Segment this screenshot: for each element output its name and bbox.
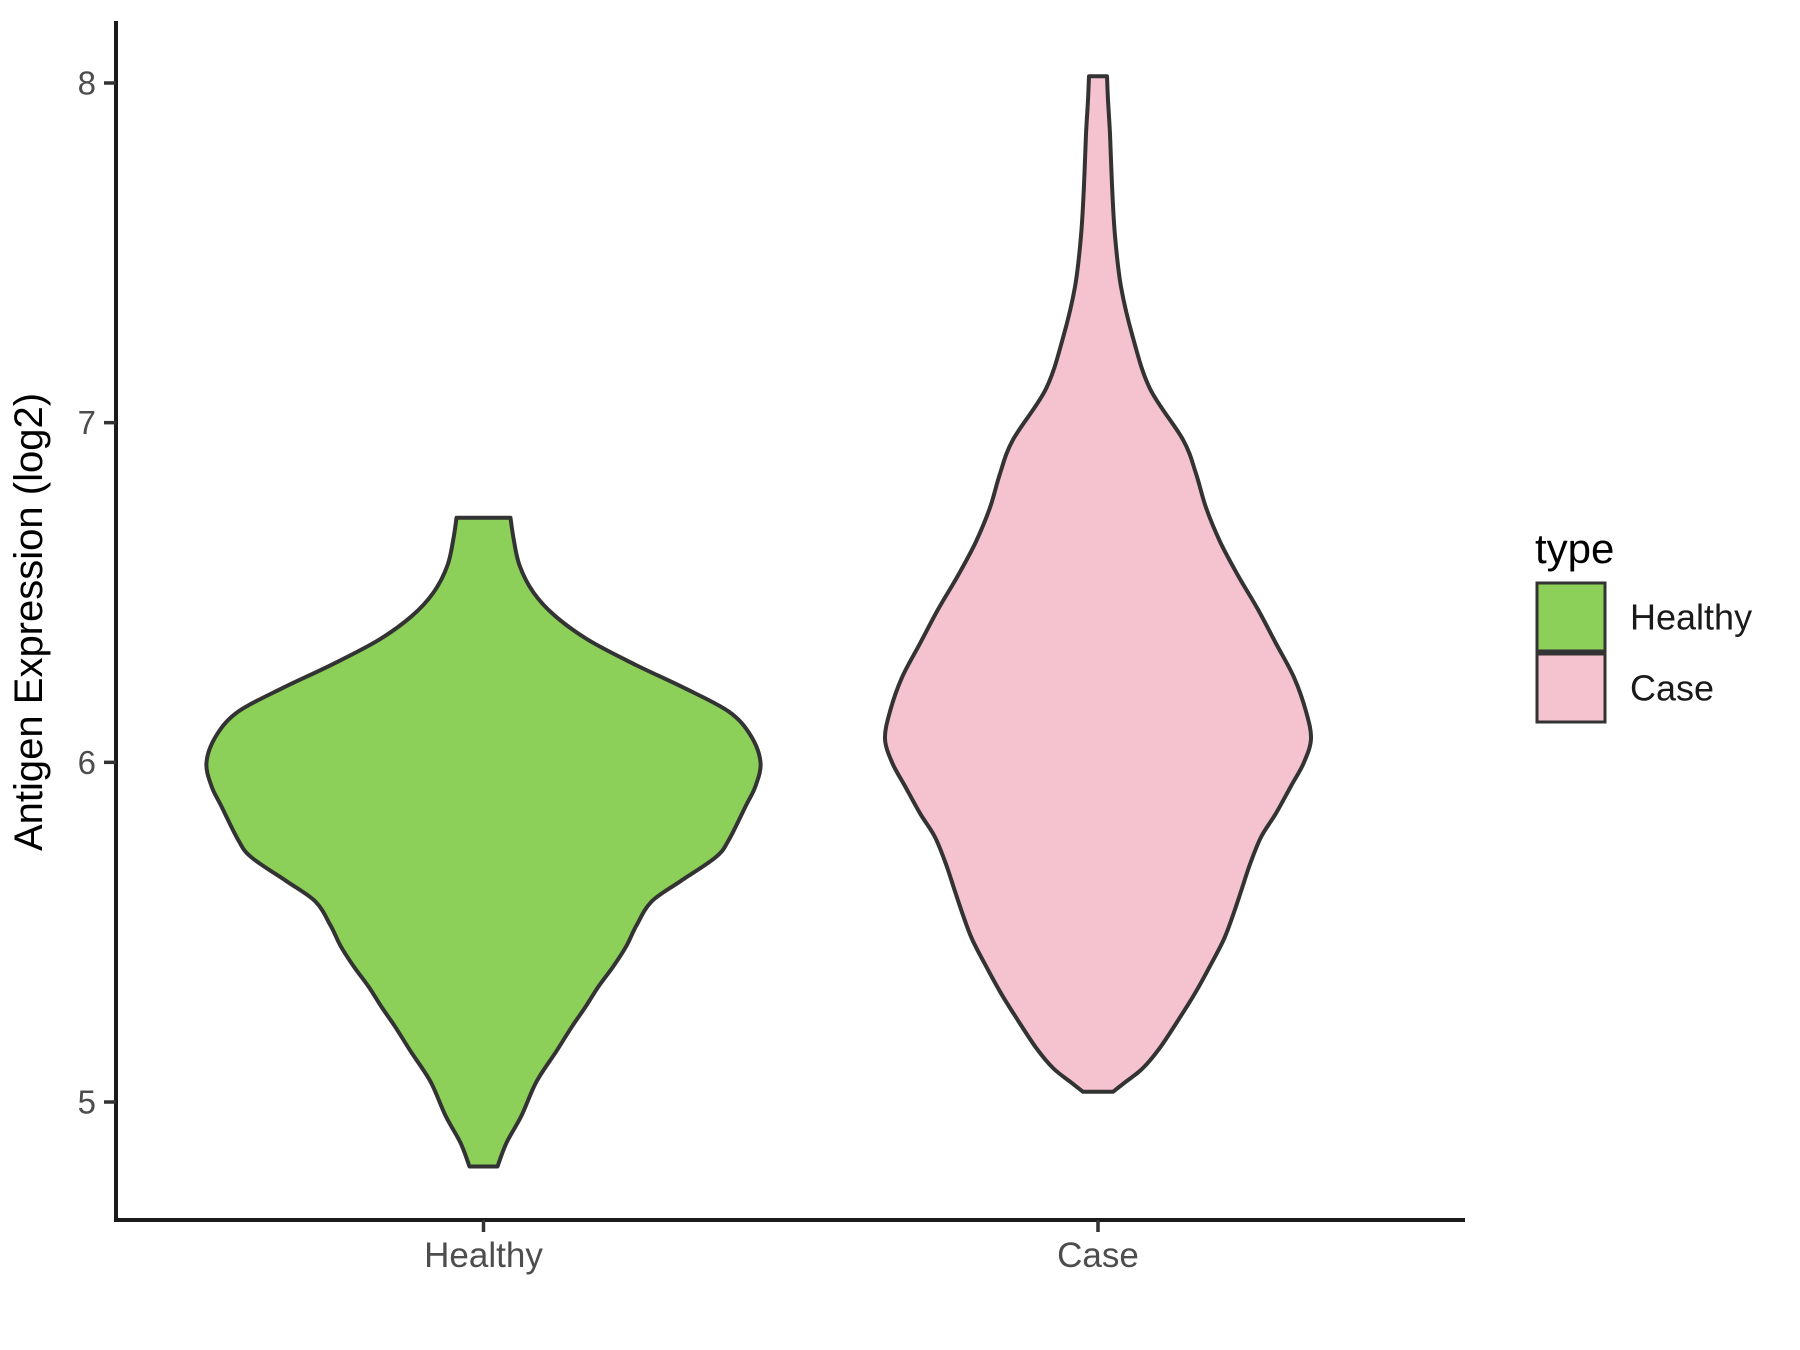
y-ticks-group: 8 7 6 5 [78, 65, 116, 1121]
y-axis: 8 7 6 5 Antigen Expression (log2) [7, 21, 118, 1222]
y-axis-title: Antigen Expression (log2) [7, 393, 51, 851]
x-tick-label: Case [1057, 1236, 1139, 1275]
legend-key-case [1535, 652, 1607, 724]
legend-label-healthy: Healthy [1630, 597, 1752, 638]
legend-title: type [1535, 525, 1614, 572]
legend: type Healthy Case [1535, 525, 1752, 724]
violins-group [204, 74, 1314, 1169]
x-ticks-group: Healthy Case [424, 1220, 1139, 1275]
violin-case [882, 74, 1314, 1094]
x-axis: Healthy Case [114, 1218, 1465, 1275]
y-tick-label: 5 [78, 1084, 96, 1121]
legend-label-case: Case [1630, 668, 1714, 709]
y-tick-label: 8 [78, 65, 96, 102]
violin-healthy [204, 515, 763, 1169]
legend-key-healthy [1535, 581, 1607, 653]
x-tick-label: Healthy [424, 1236, 543, 1275]
y-tick-label: 6 [78, 744, 96, 781]
y-tick-label: 7 [78, 404, 96, 441]
